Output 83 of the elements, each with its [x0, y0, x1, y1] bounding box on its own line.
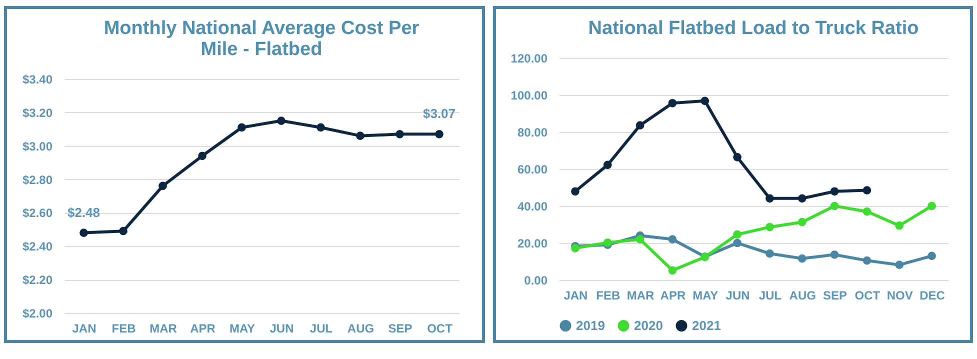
- chart-title: Monthly National Average Cost Per Mile - Flatbed: [104, 18, 420, 60]
- point: [198, 152, 206, 160]
- x-tick-label: JUL: [310, 322, 333, 336]
- y-tick-label: $3.40: [22, 72, 53, 86]
- point: [862, 186, 871, 194]
- point: [570, 187, 579, 196]
- point: [927, 252, 936, 260]
- point: [668, 98, 676, 108]
- data-label: $2.48: [67, 204, 100, 220]
- x-tick-label: FEB: [112, 322, 136, 336]
- point: [119, 226, 128, 236]
- x-tick-label: JUN: [725, 288, 750, 302]
- chart-title: National Flatbed Load to Truck Ratio: [588, 18, 918, 39]
- point: [635, 121, 644, 130]
- x-tick-label: APR: [660, 288, 686, 302]
- point: [765, 249, 774, 258]
- point: [158, 182, 167, 190]
- x-tick-label: MAR: [626, 288, 654, 302]
- y-tick-label: $3.20: [22, 106, 53, 120]
- y-tick-label: 0.00: [524, 274, 548, 288]
- x-tick-label: SEP: [822, 288, 847, 302]
- point: [700, 96, 709, 106]
- point: [894, 221, 904, 230]
- y-tick-label: $2.00: [22, 306, 53, 320]
- point: [830, 250, 838, 259]
- data-label: $3.07: [422, 106, 456, 122]
- x-tick-label: OCT: [854, 288, 880, 302]
- y-tick-label: $2.80: [22, 172, 53, 187]
- point: [862, 207, 871, 216]
- x-tick-label: DEC: [919, 288, 945, 302]
- point: [356, 132, 364, 140]
- point: [830, 187, 838, 196]
- point: [668, 235, 676, 244]
- point: [894, 260, 904, 270]
- x-tick-label: OCT: [427, 322, 454, 336]
- x-tick-label: AUG: [788, 288, 816, 302]
- legend-label: 2019: [576, 318, 604, 333]
- point: [797, 254, 806, 263]
- y-tick-label: $2.40: [22, 240, 53, 254]
- point: [797, 218, 806, 226]
- point: [238, 123, 246, 132]
- point: [765, 194, 774, 203]
- legend-label: 2020: [634, 318, 662, 333]
- y-tick-label: $3.00: [22, 139, 53, 154]
- point: [862, 256, 871, 265]
- point: [435, 130, 444, 138]
- point: [732, 238, 741, 248]
- y-tick-label: 100.00: [510, 88, 548, 102]
- point: [927, 202, 936, 210]
- point: [732, 230, 741, 239]
- x-tick-label: APR: [190, 322, 216, 336]
- x-tick-label: JAN: [563, 288, 588, 302]
- point: [668, 266, 676, 275]
- x-tick-label: NOV: [886, 288, 912, 302]
- point: [635, 235, 644, 244]
- x-tick-label: MAY: [229, 322, 256, 336]
- point: [830, 202, 838, 210]
- x-tick-label: AUG: [347, 322, 374, 336]
- x-tick-label: JUN: [270, 322, 294, 336]
- point: [570, 244, 579, 252]
- y-tick-label: $2.60: [22, 206, 53, 220]
- x-tick-label: JAN: [72, 322, 96, 336]
- y-tick-label: $2.20: [22, 273, 53, 288]
- point: [797, 194, 806, 203]
- y-tick-label: 120.00: [510, 52, 548, 66]
- point: [765, 222, 774, 232]
- point: [602, 238, 612, 247]
- x-tick-label: JUL: [758, 288, 782, 302]
- legend-label: 2021: [692, 318, 720, 333]
- x-tick-label: FEB: [596, 288, 620, 302]
- point: [80, 228, 88, 237]
- y-tick-label: 60.00: [516, 162, 548, 176]
- y-tick-label: 40.00: [516, 200, 548, 214]
- point: [396, 130, 404, 138]
- y-tick-label: 80.00: [516, 126, 548, 140]
- x-tick-label: SEP: [388, 322, 412, 336]
- point: [732, 152, 741, 162]
- point: [277, 116, 286, 125]
- x-tick-label: MAY: [692, 288, 718, 302]
- x-tick-label: MAR: [150, 322, 178, 336]
- y-tick-label: 20.00: [516, 236, 548, 250]
- point: [316, 123, 325, 132]
- point: [602, 160, 612, 170]
